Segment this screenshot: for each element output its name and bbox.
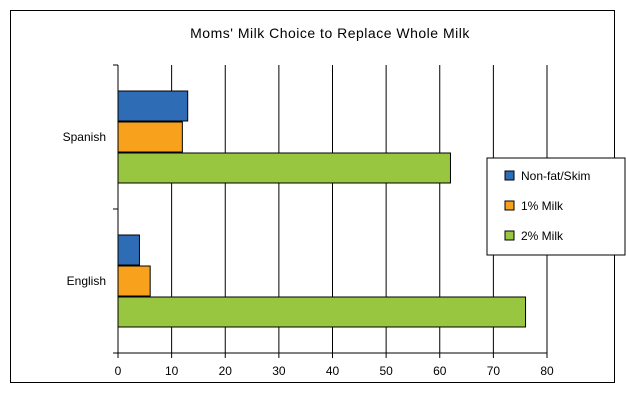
bar-english-1-milk	[117, 265, 151, 297]
x-tick-label-40: 40	[326, 364, 340, 378]
x-tick-label-70: 70	[487, 364, 501, 378]
bar-spanish-non-fat-skim	[117, 90, 189, 122]
legend-label-0: Non-fat/Skim	[521, 169, 590, 183]
x-tick-label-10: 10	[165, 364, 179, 378]
legend: Non-fat/Skim 1% Milk 2% Milk	[486, 157, 626, 256]
legend-label-1: 1% Milk	[521, 199, 564, 213]
legend-swatch-0	[504, 170, 515, 181]
bars	[117, 90, 527, 328]
legend-label-2: 2% Milk	[521, 229, 564, 243]
x-tick-label-60: 60	[433, 364, 447, 378]
axes: Spanish English 0 10 20 30 40 50 60 70 80	[63, 64, 554, 378]
x-tick-label-20: 20	[219, 364, 233, 378]
bar-spanish-1-milk	[117, 121, 183, 153]
bar-english-non-fat-skim	[117, 234, 140, 266]
bar-spanish-2-milk	[117, 152, 451, 184]
category-label-spanish: Spanish	[63, 130, 106, 144]
category-label-english: English	[67, 274, 106, 288]
chart-title: Moms' Milk Choice to Replace Whole Milk	[190, 25, 470, 41]
x-tick-label-0: 0	[115, 364, 122, 378]
legend-swatch-1	[504, 200, 515, 211]
bar-english-2-milk	[117, 296, 527, 328]
x-tick-label-30: 30	[272, 364, 286, 378]
x-tick-label-80: 80	[540, 364, 554, 378]
legend-swatch-2	[504, 230, 515, 241]
x-tick-label-50: 50	[379, 364, 393, 378]
